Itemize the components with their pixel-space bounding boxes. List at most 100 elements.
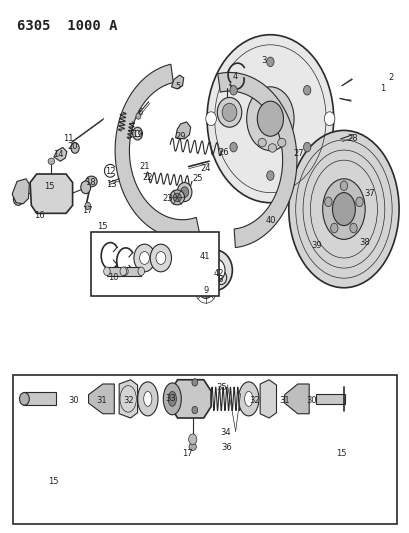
Ellipse shape [168, 391, 176, 406]
Circle shape [180, 187, 188, 197]
Text: 28: 28 [347, 134, 357, 143]
Text: 29: 29 [175, 132, 185, 141]
Text: 15: 15 [335, 449, 346, 458]
Circle shape [266, 57, 273, 67]
Polygon shape [171, 75, 183, 89]
Text: 4: 4 [232, 71, 238, 80]
Polygon shape [260, 379, 276, 418]
Ellipse shape [103, 267, 110, 276]
Ellipse shape [85, 176, 97, 187]
Ellipse shape [332, 192, 355, 225]
Bar [90, 232, 219, 296]
Polygon shape [12, 179, 29, 204]
Bar [107, 267, 125, 276]
Text: 30: 30 [306, 396, 317, 405]
Text: 5: 5 [175, 82, 181, 91]
Ellipse shape [137, 382, 157, 416]
Bar [123, 267, 141, 276]
Ellipse shape [258, 139, 265, 147]
Ellipse shape [48, 158, 54, 165]
Polygon shape [175, 122, 190, 139]
Circle shape [324, 197, 331, 207]
Bar [13, 375, 396, 524]
Text: 25: 25 [192, 174, 202, 183]
Text: 2: 2 [387, 73, 393, 82]
Circle shape [177, 182, 191, 201]
Ellipse shape [173, 193, 181, 201]
Text: 41: 41 [199, 253, 210, 261]
Text: 19: 19 [132, 130, 142, 139]
Text: 22: 22 [142, 173, 153, 182]
Circle shape [330, 223, 337, 233]
Ellipse shape [155, 252, 165, 264]
Circle shape [200, 274, 209, 285]
Ellipse shape [144, 391, 151, 406]
Ellipse shape [288, 131, 398, 288]
Text: 11: 11 [63, 134, 73, 143]
Ellipse shape [191, 406, 197, 414]
Text: 21: 21 [139, 162, 149, 171]
Circle shape [103, 269, 111, 280]
Text: 15: 15 [44, 182, 55, 191]
Text: 15: 15 [48, 477, 59, 486]
Circle shape [303, 85, 310, 95]
Ellipse shape [322, 179, 364, 239]
Text: 20: 20 [67, 142, 77, 151]
Text: 6305  1000 A: 6305 1000 A [17, 19, 117, 33]
Polygon shape [217, 72, 296, 247]
Ellipse shape [277, 139, 285, 147]
Text: 1: 1 [379, 84, 384, 93]
Text: 32: 32 [123, 396, 133, 405]
Circle shape [303, 142, 310, 152]
Text: 37: 37 [363, 189, 374, 198]
Text: 17: 17 [181, 449, 192, 458]
Text: 33: 33 [164, 394, 175, 403]
Ellipse shape [138, 267, 144, 276]
Circle shape [339, 181, 347, 190]
Text: 26: 26 [218, 148, 228, 157]
Ellipse shape [121, 267, 128, 276]
Text: 42: 42 [213, 269, 224, 278]
Text: 34: 34 [220, 428, 230, 437]
Ellipse shape [246, 87, 293, 151]
Text: 6: 6 [137, 108, 142, 117]
Polygon shape [119, 379, 137, 418]
Text: 24: 24 [200, 164, 211, 173]
Polygon shape [115, 64, 200, 238]
Circle shape [229, 85, 237, 95]
Text: 38: 38 [358, 238, 369, 247]
Bar [23, 392, 56, 405]
Text: 27: 27 [293, 149, 303, 158]
Text: 31: 31 [278, 396, 289, 405]
Circle shape [266, 171, 273, 180]
Ellipse shape [257, 101, 283, 136]
Text: 9: 9 [203, 286, 208, 295]
Ellipse shape [207, 35, 333, 203]
Text: 35: 35 [216, 383, 226, 392]
Text: 16: 16 [34, 212, 45, 221]
Text: 8: 8 [216, 274, 222, 284]
Text: 13: 13 [106, 180, 116, 189]
Text: 30: 30 [68, 396, 79, 405]
Text: 10: 10 [108, 273, 118, 281]
Ellipse shape [244, 391, 252, 406]
Ellipse shape [134, 244, 155, 272]
Text: 15: 15 [97, 222, 107, 231]
Ellipse shape [120, 267, 126, 276]
Text: 23: 23 [162, 195, 172, 204]
Ellipse shape [139, 252, 149, 264]
Ellipse shape [189, 443, 196, 450]
Ellipse shape [238, 382, 258, 416]
Circle shape [229, 142, 237, 152]
Circle shape [135, 131, 140, 137]
Circle shape [324, 112, 334, 126]
Ellipse shape [222, 103, 236, 122]
Text: 12: 12 [105, 167, 115, 176]
Polygon shape [88, 384, 114, 414]
Circle shape [20, 392, 29, 405]
Text: 40: 40 [265, 216, 275, 225]
Circle shape [136, 113, 141, 119]
Ellipse shape [150, 244, 171, 272]
Ellipse shape [205, 259, 225, 282]
Circle shape [13, 192, 23, 205]
